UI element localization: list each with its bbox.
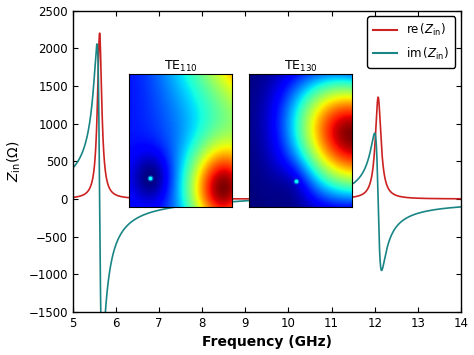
Y-axis label: $Z_{\mathrm{in}}(\Omega)$: $Z_{\mathrm{in}}(\Omega)$ [6, 141, 23, 182]
Legend: $\mathrm{re}\,(Z_{\mathrm{in}})$, $\mathrm{im}\,(Z_{\mathrm{in}})$: $\mathrm{re}\,(Z_{\mathrm{in}})$, $\math… [367, 16, 455, 67]
X-axis label: Frequency (GHz): Frequency (GHz) [202, 335, 332, 349]
